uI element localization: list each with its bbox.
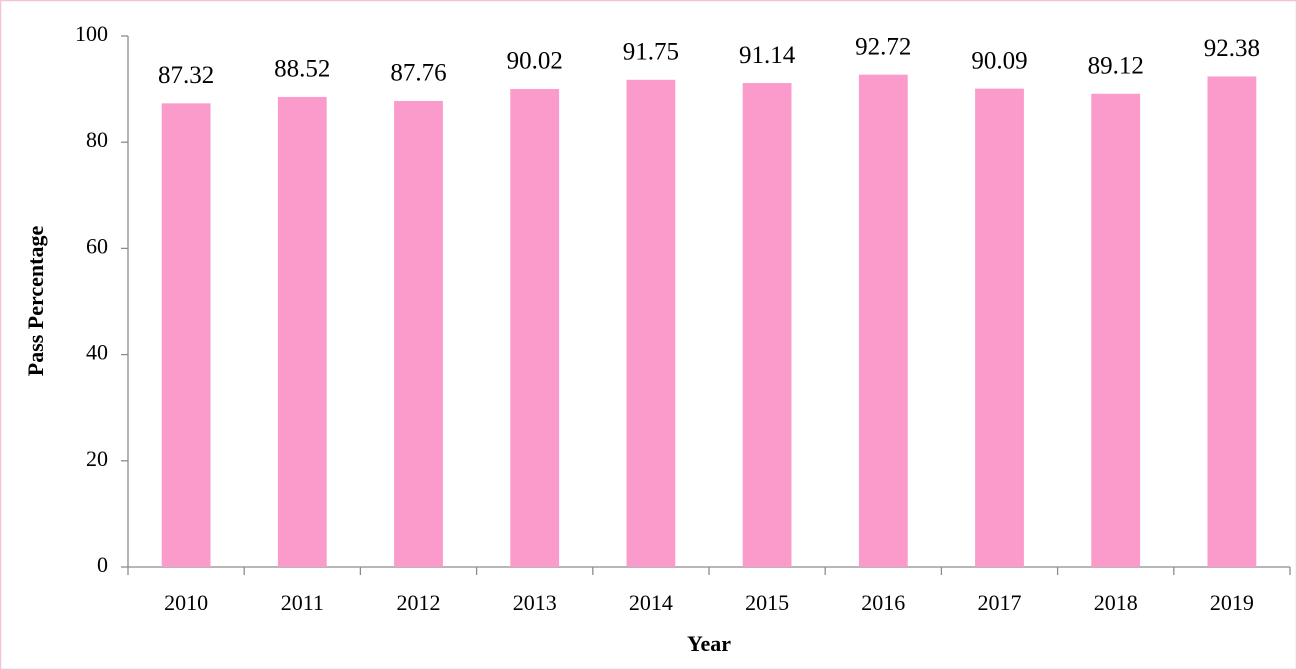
- value-label: 90.09: [971, 47, 1027, 74]
- bar: [858, 74, 908, 567]
- value-label: 92.38: [1204, 35, 1260, 62]
- value-label: 87.76: [390, 60, 446, 87]
- value-label: 92.72: [855, 33, 911, 60]
- bar: [975, 88, 1024, 567]
- bar: [1091, 93, 1141, 567]
- y-axis-title: Pass Percentage: [23, 226, 48, 377]
- value-label: 89.12: [1088, 53, 1144, 80]
- bar: [394, 100, 443, 568]
- x-tick-label: 2017: [978, 590, 1022, 615]
- x-tick-label: 2014: [629, 590, 673, 615]
- x-tick-label: 2016: [861, 590, 905, 615]
- value-label: 87.32: [158, 62, 214, 89]
- bar: [277, 96, 327, 567]
- y-tick-label: 40: [86, 340, 108, 365]
- x-tick-label: 2018: [1094, 590, 1138, 615]
- x-tick-label: 2015: [745, 590, 789, 615]
- bar: [1207, 76, 1257, 568]
- x-tick-label: 2019: [1210, 590, 1254, 615]
- bar: [742, 83, 792, 567]
- value-label: 91.14: [739, 42, 796, 69]
- x-tick-label: 2011: [281, 590, 324, 615]
- y-tick-label: 20: [86, 446, 108, 471]
- bar: [626, 79, 676, 568]
- y-tick-label: 100: [75, 21, 108, 46]
- y-tick-label: 80: [86, 127, 108, 152]
- x-tick-label: 2013: [513, 590, 557, 615]
- bar: [161, 103, 211, 567]
- y-tick-label: 60: [86, 233, 108, 258]
- bar: [510, 88, 560, 567]
- x-tick-label: 2012: [397, 590, 441, 615]
- x-axis-title: Year: [687, 631, 731, 656]
- value-label: 88.52: [274, 56, 330, 83]
- y-tick-label: 0: [97, 552, 108, 577]
- value-label: 90.02: [507, 48, 563, 75]
- x-tick-label: 2010: [164, 590, 208, 615]
- value-label: 91.75: [623, 39, 679, 66]
